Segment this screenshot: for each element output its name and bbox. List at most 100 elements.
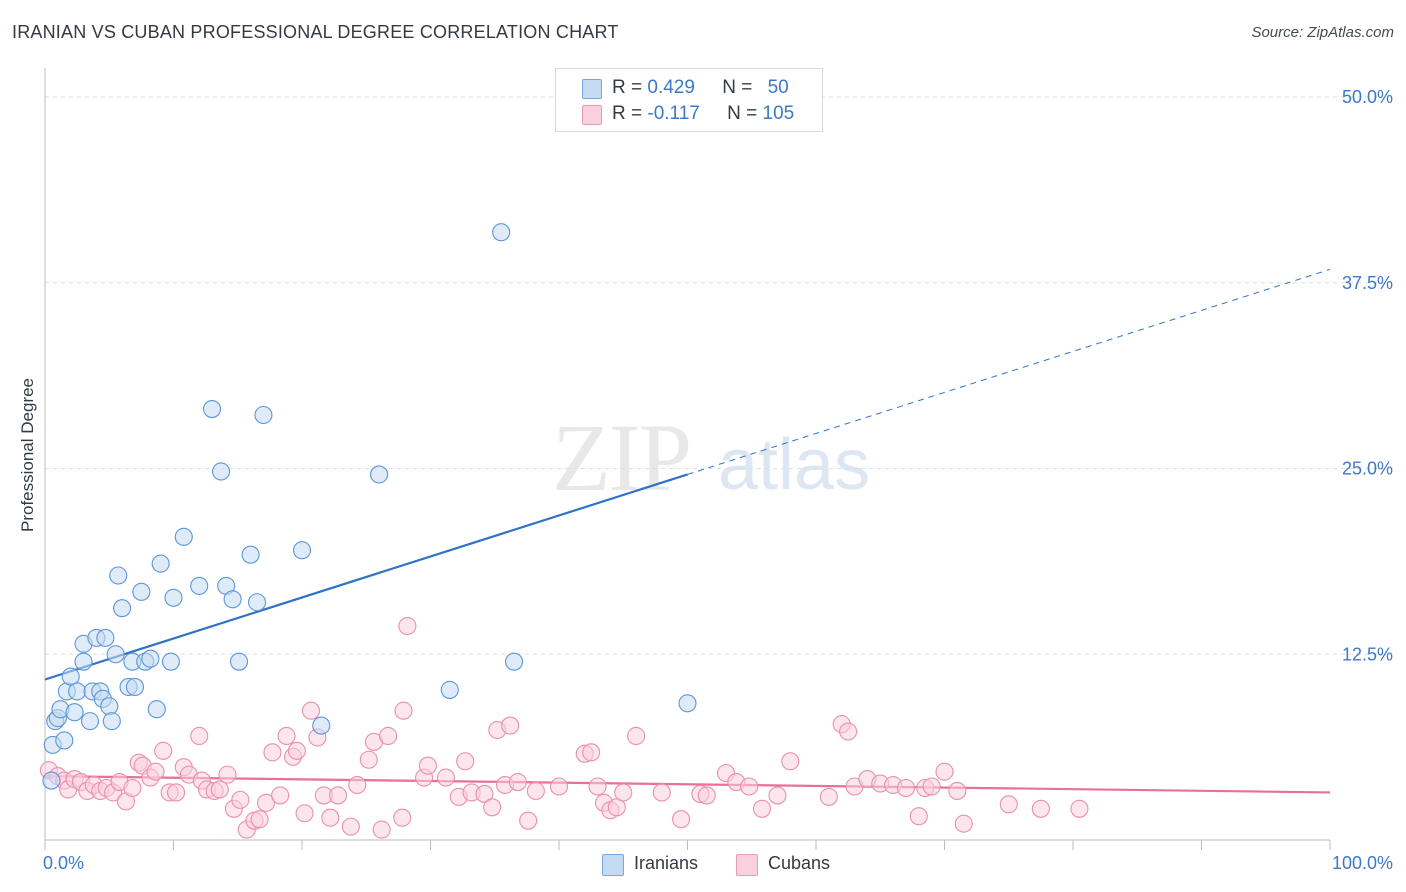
iranians-point-0 [42,771,61,790]
cubans-point-61 [475,784,494,803]
iranians-point-5 [55,731,74,750]
cubans-point-67 [519,811,538,830]
y-tick-label-1: 25.0% [1342,459,1393,479]
cubans-point-103 [1031,799,1050,818]
iranians-legend-swatch [602,854,624,876]
cubans-point-37 [277,726,296,746]
cubans-point-50 [372,820,391,839]
cubans-point-102 [999,795,1018,814]
cubans-point-62 [483,798,502,817]
cubans-point-48 [359,750,378,769]
chart-title: IRANIAN VS CUBAN PROFESSIONAL DEGREE COR… [12,22,619,42]
cubans-point-53 [394,701,413,720]
cubans-point-79 [672,810,691,829]
cubans-point-99 [935,762,954,781]
cubans-point-20 [167,783,186,802]
cubans-point-76 [614,783,633,802]
iranians-point-40 [241,545,260,564]
y-tick-label-2: 37.5% [1342,273,1393,293]
cubans-point-47 [348,775,367,795]
cubans-point-13 [123,778,142,798]
cubans-r-label: R = [612,103,648,124]
iranians-point-43 [292,541,312,560]
iranians-point-21 [109,566,128,585]
iranians-points [42,223,697,790]
source-credit: Source: ZipAtlas.com [1251,24,1394,41]
cubans-point-39 [287,741,306,760]
iranians-trend-extension [687,268,1331,475]
cubans-point-86 [768,786,787,805]
cubans-point-18 [154,741,173,760]
iranians-r-label: R = [612,77,648,98]
iranians-point-20 [106,645,125,664]
tick-labels: 12.5% 25.0% 37.5% 50.0% 0.0% 100.0% [43,87,1393,873]
iranians-point-39 [229,652,249,671]
x-tick-label-0: 0.0% [43,853,84,873]
cubans-legend-label: Cubans [768,853,831,873]
cubans-point-68 [526,781,545,801]
cubans-point-56 [418,756,437,775]
cubans-point-101 [954,814,973,833]
trend-lines [44,268,1331,794]
cubans-point-72 [588,777,607,796]
cubans-point-98 [922,777,941,796]
cubans-point-84 [740,777,759,796]
grid-lines [45,96,1392,655]
cubans-point-54 [398,616,417,636]
cubans-point-100 [948,781,967,801]
cubans-point-35 [263,743,282,762]
cubans-point-78 [652,783,671,802]
iranians-point-8 [65,703,84,722]
cubans-point-87 [781,752,800,771]
axes [44,68,1331,850]
cubans-point-41 [301,701,321,720]
cubans-point-66 [508,772,527,792]
cubans-point-65 [501,716,520,735]
iranians-point-18 [100,697,119,716]
cubans-legend-swatch [736,854,758,876]
iranians-point-49 [678,694,697,713]
iranians-point-46 [440,680,459,699]
iranians-point-28 [141,649,160,668]
iranians-point-47 [492,223,511,242]
cubans-point-88 [819,787,838,806]
iranians-point-42 [254,405,273,425]
cubans-point-69 [549,777,569,796]
cubans-point-81 [697,786,716,805]
iranians-n-label: N = [722,77,758,98]
iranians-swatch [582,79,602,99]
cubans-point-104 [1070,799,1089,818]
cubans-point-51 [379,726,398,746]
iranians-point-33 [174,527,193,546]
iranians-point-26 [132,582,151,601]
cubans-point-36 [271,786,290,805]
cubans-r-value: -0.117 [647,103,700,124]
cubans-point-23 [190,726,209,746]
cubans-point-17 [146,762,165,781]
iranians-point-31 [161,652,180,671]
cubans-point-34 [256,793,276,812]
watermark-zip: ZIP [552,404,692,511]
series-legend: Iranians Cubans [0,852,1406,878]
y-tick-label-3: 50.0% [1342,87,1393,107]
iranians-point-36 [211,462,231,481]
cubans-point-71 [582,743,601,762]
x-tick-label-1: 100.0% [1332,853,1393,873]
iranians-point-9 [68,682,87,701]
cubans-n-label: N = [727,103,763,124]
cubans-point-59 [456,752,475,771]
cubans-trend-line [44,775,1331,794]
cubans-point-46 [341,817,360,836]
iranians-r-value: 0.429 [647,77,695,98]
iranians-point-29 [147,700,166,719]
cubans-point-90 [839,722,858,741]
cubans-swatch [582,105,602,125]
cubans-n-value: 105 [762,103,795,124]
watermark-atlas: atlas [718,425,871,505]
iranians-legend-label: Iranians [634,853,699,873]
iranians-trend-line [44,473,688,681]
cubans-point-30 [231,790,250,809]
iranians-point-17 [96,628,115,647]
iranians-point-38 [223,590,242,609]
cubans-point-85 [752,799,772,818]
